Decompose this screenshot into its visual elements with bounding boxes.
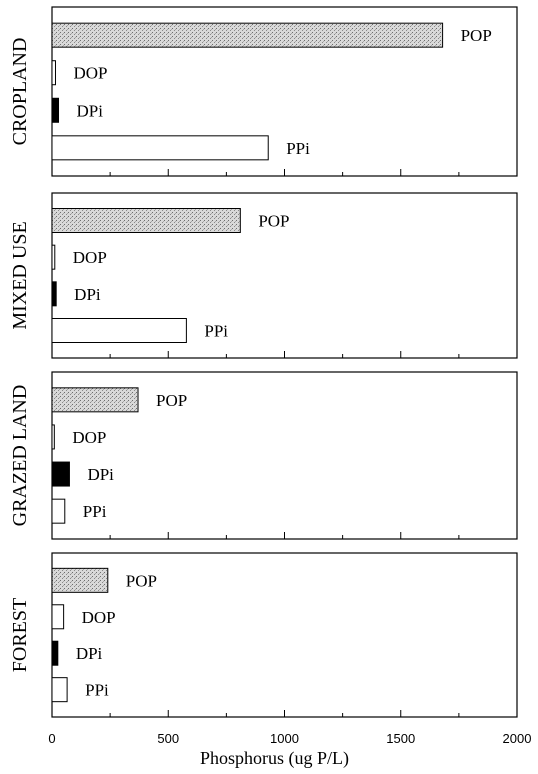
panel-frame — [51, 552, 518, 718]
x-tick-label: 1000 — [270, 731, 299, 746]
bar-label-pop: POP — [258, 212, 289, 231]
x-tick-label: 2000 — [503, 731, 532, 746]
bar-label-dop: DOP — [82, 608, 116, 627]
bar-label-ppi: PPi — [83, 502, 107, 521]
x-tick-label: 500 — [157, 731, 179, 746]
bar-label-dop: DOP — [73, 64, 107, 83]
bar-grazed-land-ppi — [51, 498, 66, 524]
bar-cropland-dop — [51, 60, 56, 86]
bar-label-ppi: PPi — [204, 322, 228, 341]
bar-grazed-land-dpi — [51, 461, 70, 487]
panel-title-grazed-land: GRAZED LAND — [9, 385, 31, 527]
panel-title-cropland: CROPLAND — [9, 38, 31, 146]
bar-cropland-ppi — [51, 135, 269, 161]
x-tick-label: 0 — [48, 731, 55, 746]
bar-label-pop: POP — [461, 26, 492, 45]
bar-cropland-pop — [51, 22, 444, 48]
panels-group: CROPLAND POP DOP DPi PPi MIXED USE POP DOP DPi PP… — [9, 6, 518, 718]
panel-title-mixed-use: MIXED USE — [9, 221, 31, 329]
bar-grazed-land-dop — [51, 424, 55, 450]
bar-grazed-land-pop — [51, 387, 139, 413]
bar-forest-dpi — [51, 640, 59, 666]
panel-grazed-land: GRAZED LAND POP DOP DPi PPi — [9, 371, 518, 540]
bar-label-dpi: DPi — [87, 465, 114, 484]
bar-label-ppi: PPi — [286, 139, 310, 158]
x-tick-label: 1500 — [386, 731, 415, 746]
bar-label-pop: POP — [126, 571, 157, 590]
panel-title-forest: FOREST — [9, 598, 31, 672]
bar-forest-dop — [51, 604, 65, 630]
bar-label-pop: POP — [156, 391, 187, 410]
bar-mixed-use-dop — [51, 244, 56, 270]
panel-mixed-use: MIXED USE POP DOP DPi PPi — [9, 192, 518, 359]
x-axis-title: Phosphorus (ug P/L) — [200, 748, 349, 769]
bar-label-dop: DOP — [73, 248, 107, 267]
bar-label-ppi: PPi — [85, 681, 109, 700]
bar-mixed-use-ppi — [51, 318, 187, 343]
bar-forest-ppi — [51, 677, 68, 703]
x-axis: Phosphorus (ug P/L) 0 500 1000 1500 2000 — [48, 731, 531, 769]
bar-label-dpi: DPi — [74, 285, 101, 304]
bar-mixed-use-pop — [51, 208, 241, 233]
panel-cropland: CROPLAND POP DOP DPi PPi — [9, 6, 518, 177]
bar-label-dop: DOP — [72, 428, 106, 447]
bar-label-dpi: DPi — [76, 644, 103, 663]
bar-forest-pop — [51, 567, 109, 593]
bar-cropland-dpi — [51, 97, 60, 123]
panel-forest: FOREST POP DOP DPi PPi — [9, 552, 518, 718]
bar-label-dpi: DPi — [77, 101, 104, 120]
bar-mixed-use-dpi — [51, 281, 57, 307]
